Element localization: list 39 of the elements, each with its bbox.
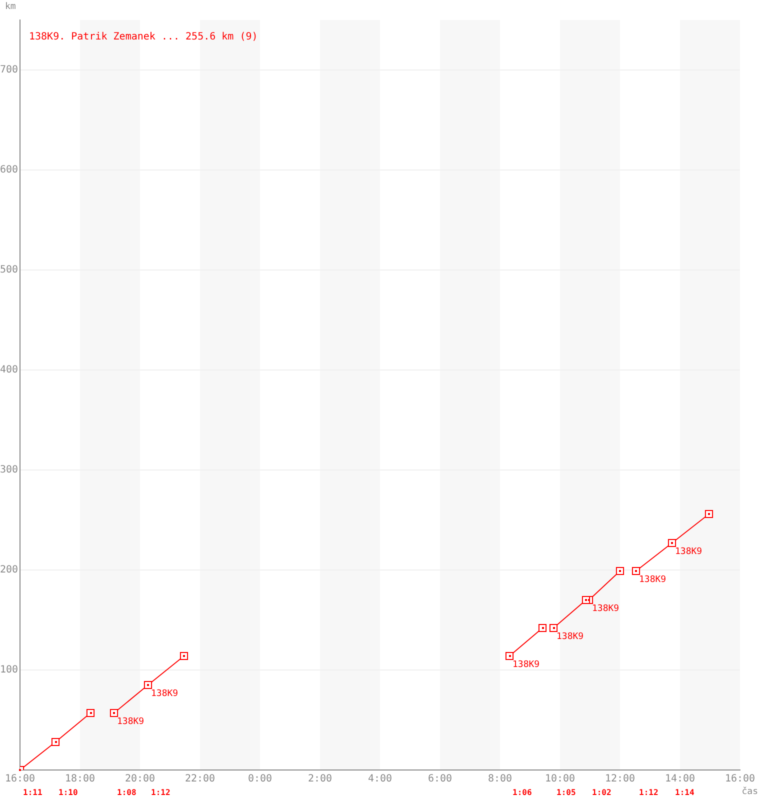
text: 138K9. Patrik Zemanek ... 255.6 km (9) [29,32,258,43]
y-tick-label: 700 [0,64,18,76]
annotation: 138K9 [151,688,178,699]
x-tick-label: 22:00 [184,774,216,785]
text: 1:02 [592,788,612,798]
x-tick-label: 0:00 [248,774,272,785]
x-tick-label: 20:00 [124,774,156,785]
text: 1:08 [117,788,136,798]
y-tick-label: 400 [0,364,18,376]
x-tick-label: 16:00 [4,774,36,785]
annotation: 138K9 [639,574,666,585]
annotation: 138K9 [592,604,620,614]
x-axis-title: čas [742,786,758,797]
text: 1:06 [512,788,532,798]
x-tick-label: 8:00 [488,774,512,785]
x-tick-label: 6:00 [428,774,452,785]
text: 1:11 [23,788,42,798]
x-tick-label: 2:00 [308,774,332,785]
text: 1:12 [151,788,170,798]
x-tick-label: 4:00 [368,774,392,785]
annotation: 138K9 [675,546,702,557]
y-tick-label: 200 [0,564,18,576]
annotation: 138K9 [117,716,144,727]
text: 1:14 [675,788,694,798]
y-axis-title: km [5,2,16,12]
text: 1:12 [639,788,658,798]
y-tick-label: 500 [0,264,18,276]
y-tick-label: 100 [0,664,18,676]
y-tick-label: 600 [0,164,18,176]
text: 1:05 [556,788,576,798]
text: 1:10 [58,788,78,798]
x-tick-label: 12:00 [604,774,636,785]
y-tick-label: 300 [0,464,18,476]
x-tick-label: 18:00 [64,774,96,785]
x-tick-label: 16:00 [724,774,756,785]
x-tick-label: 10:00 [544,774,576,785]
annotation: 138K9 [556,632,584,642]
annotation: 138K9 [512,660,540,670]
x-tick-label: 14:00 [664,774,696,785]
